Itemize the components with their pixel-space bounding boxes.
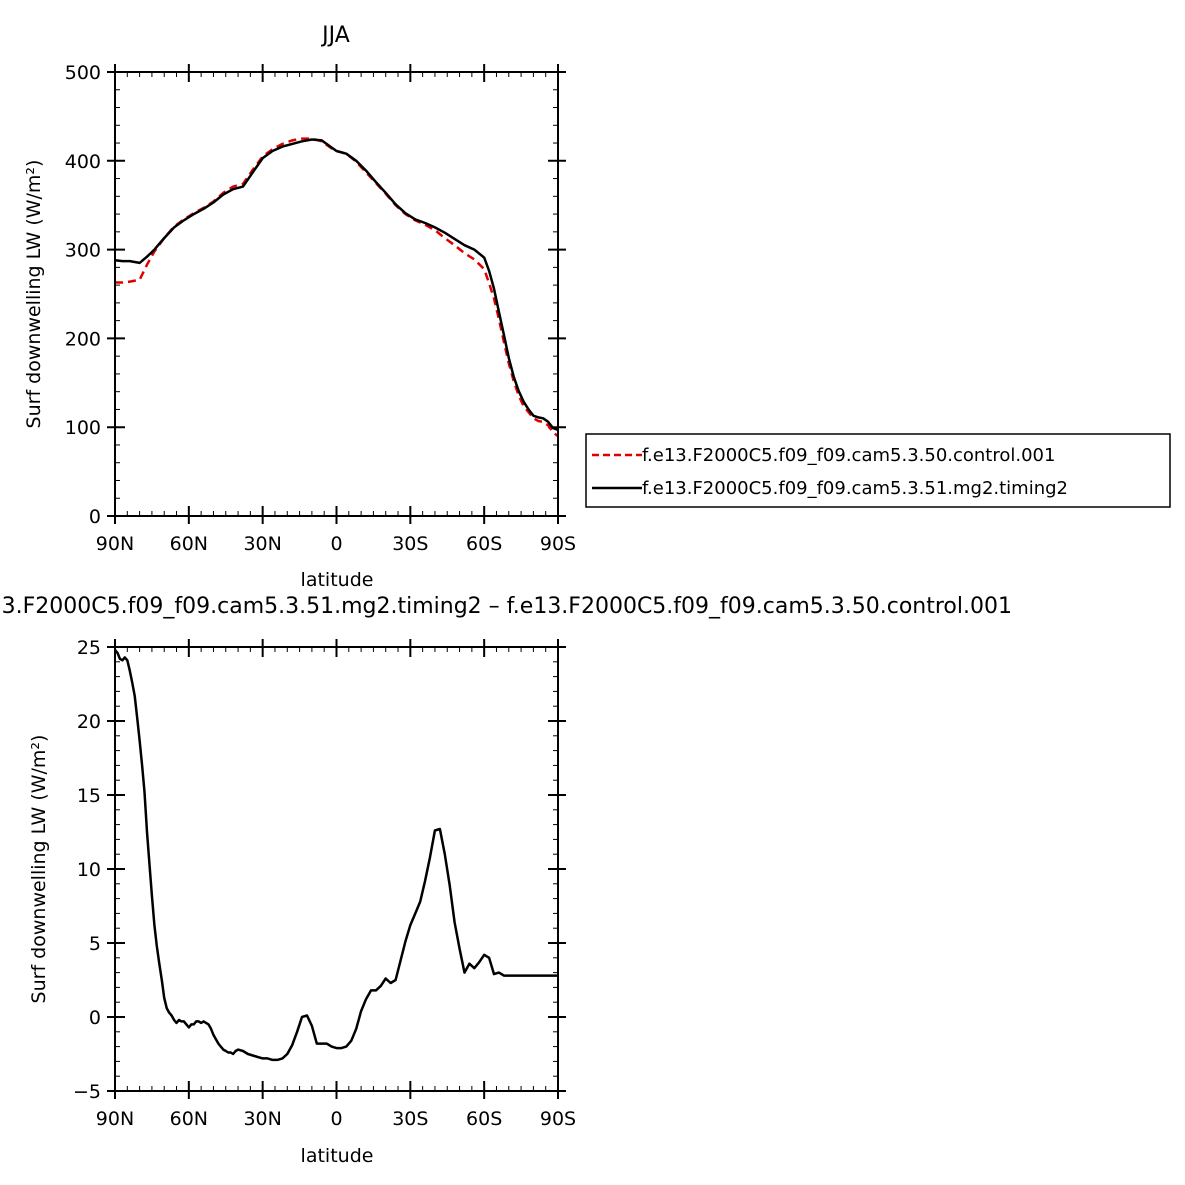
bottom-y-tick-label: 25 <box>77 637 101 659</box>
top-y-tick-label: 200 <box>65 328 101 350</box>
bottom-x-tick-label: 0 <box>330 1108 342 1130</box>
top-y-tick-label: 0 <box>89 506 101 528</box>
top-x-tick-label: 60N <box>170 533 208 555</box>
bottom-y-axis-title: Surf downwelling LW (W/m²) <box>28 735 50 1004</box>
bottom-series-group <box>114 649 558 1062</box>
bottom-y-tick-label: 5 <box>89 933 101 955</box>
legend-box <box>585 433 1171 508</box>
legend-label-timing2: f.e13.F2000C5.f09_f09.cam5.3.51.mg2.timi… <box>642 478 1068 499</box>
bottom-panel: f.e13.F2000C5.f09_f09.cam5.3.51.mg2.timi… <box>0 594 1012 1167</box>
top-panel: JJA 90N 60N 30N 0 30S 60S 90S0100200300400500 … <box>23 23 576 591</box>
bottom-y-tick-label: 10 <box>77 859 101 881</box>
bottom-y-tick-label: −5 <box>73 1081 101 1103</box>
top-series-group <box>114 137 559 438</box>
top-x-axis-title: latitude <box>301 569 374 591</box>
bottom-x-tick-label: 30S <box>392 1108 428 1130</box>
top-y-axis-title: Surf downwelling LW (W/m²) <box>23 160 45 429</box>
bottom-y-tick-label: 15 <box>77 785 101 807</box>
top-y-tick-label: 400 <box>65 151 101 173</box>
top-x-tick-label: 30S <box>392 533 428 555</box>
top-series-line-1 <box>114 138 559 432</box>
legend-label-control: f.e13.F2000C5.f09_f09.cam5.3.50.control.… <box>642 445 1055 466</box>
legend: f.e13.F2000C5.f09_f09.cam5.3.50.control.… <box>585 433 1171 508</box>
bottom-axis-ticks: 90N 60N 30N 0 30S 60S 90S −5 0 5 10 15 20 25 <box>73 637 576 1130</box>
top-series-line-0 <box>115 137 559 438</box>
top-plot-frame <box>114 71 559 517</box>
top-x-tick-label: 90S <box>540 533 576 555</box>
bottom-series-line-0 <box>114 649 558 1062</box>
bottom-plot-frame <box>114 646 559 1092</box>
top-x-tick-label: 0 <box>330 533 342 555</box>
bottom-y-tick-label: 0 <box>89 1007 101 1029</box>
bottom-x-tick-label: 60N <box>170 1108 208 1130</box>
bottom-chart-title: f.e13.F2000C5.f09_f09.cam5.3.51.mg2.timi… <box>0 594 1012 619</box>
bottom-x-tick-label: 90N <box>96 1108 134 1130</box>
bottom-x-axis-title: latitude <box>301 1145 374 1167</box>
top-y-tick-label: 500 <box>65 62 101 84</box>
top-y-tick-label: 300 <box>65 240 101 262</box>
bottom-y-tick-label: 20 <box>77 711 101 733</box>
top-x-tick-label: 90N <box>96 533 134 555</box>
bottom-x-tick-label: 90S <box>540 1108 576 1130</box>
top-chart-title: JJA <box>320 23 350 48</box>
top-x-tick-label: 30N <box>243 533 281 555</box>
top-x-tick-label: 60S <box>466 533 502 555</box>
bottom-x-tick-label: 30N <box>243 1108 281 1130</box>
bottom-x-tick-label: 60S <box>466 1108 502 1130</box>
top-y-tick-label: 100 <box>65 417 101 439</box>
